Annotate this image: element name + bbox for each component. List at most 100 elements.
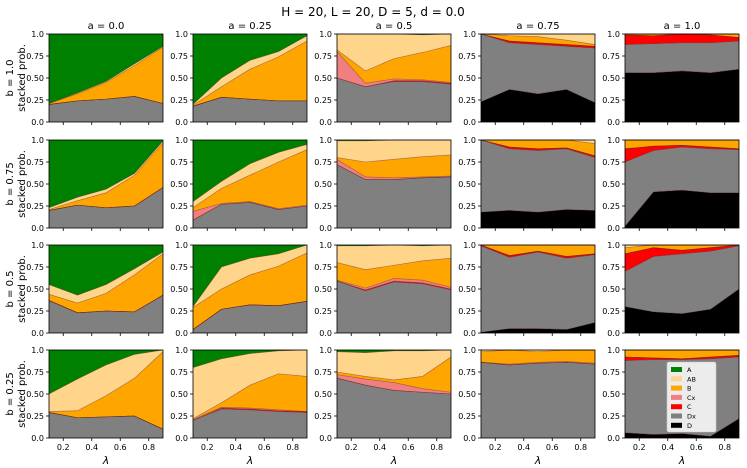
panel: 0.0 0.25 0.50 0.75 1.0 [170,241,308,338]
y-tick-label: 0.25 [458,307,476,316]
y-tick-label: 0.75 [26,368,44,377]
area-c [625,245,739,272]
y-tick-label: 0.0 [175,118,188,127]
y-tick-label: 0.0 [175,434,188,443]
area-dx [337,78,451,122]
y-tick-label: 0.25 [26,307,44,316]
area-cx [337,278,451,290]
area-dx [49,295,163,333]
edge-line-b [48,46,164,104]
y-tick-label: 0.50 [602,390,620,399]
y-tick-label: 1.0 [31,136,44,145]
area-b [481,34,595,47]
y-tick-label: 0.50 [170,74,188,83]
area-b [481,140,595,156]
y-tick-label: 0.75 [170,368,188,377]
edge-line-cx [48,96,164,105]
y-tick-label: 0.0 [463,118,476,127]
y-tick-label: 0.50 [458,74,476,83]
y-tick-label: 0.0 [319,329,332,338]
x-tick-label: 0.6 [258,443,271,452]
area-b [337,357,451,393]
area-dx [49,412,163,438]
y-tick-label: 0.0 [607,224,620,233]
edge-line-cx [336,51,452,84]
edge-line-dx [192,408,308,421]
edge-line-d [624,288,740,314]
edge-line-ab [48,349,164,395]
edge-line-dx [480,33,596,49]
y-tick-label: 0.25 [26,412,44,421]
y-tick-label: 0.75 [26,52,44,61]
legend-label: B [687,385,691,393]
x-tick-label: 0.6 [402,443,415,452]
x-tick-label: 0.4 [85,443,98,452]
area-b [625,350,739,359]
x-tick-label: 0.6 [546,443,559,452]
area-c [481,245,595,259]
x-tick-label: 0.2 [489,443,502,452]
area-dx [193,97,307,122]
legend-label: D [687,422,692,430]
edge-line-b [192,373,308,419]
column-title: a = 0.75 [516,21,559,32]
y-tick-label: 1.0 [607,30,620,39]
edge-line-cx [192,406,308,420]
area-ab [337,245,451,270]
area-ab [193,144,307,208]
y-tick-label: 1.0 [607,136,620,145]
area-b [625,245,739,254]
y-axis-label: stacked prob. [17,255,28,323]
y-tick-label: 0.25 [170,202,188,211]
edge-line-b [48,351,164,412]
legend-swatch [671,376,682,382]
panel: 0.0 0.25 0.50 0.75 1.0 a = 0.75 [458,21,596,127]
edge-line-cx [336,159,452,179]
edge-line-d [624,418,740,437]
area-b [337,258,451,289]
column-title: a = 0.25 [228,21,271,32]
y-tick-label: 0.75 [170,52,188,61]
y-axis-label: stacked prob. [17,150,28,218]
area-d [481,89,595,122]
area-dx [481,245,595,333]
area-c [193,408,307,421]
panel: 0.0 0.25 0.50 0.75 1.0 a = 1.0 [602,21,740,127]
y-tick-label: 1.0 [463,241,476,250]
area-c [625,34,739,45]
y-tick-label: 0.50 [170,285,188,294]
area-a [193,140,307,202]
panel: 0.0 0.25 0.50 0.75 1.0 [314,241,452,338]
y-tick-label: 0.25 [602,307,620,316]
y-tick-label: 0.25 [26,202,44,211]
panel: 0.0 0.25 0.50 0.75 1.0 [602,241,740,338]
column-title: a = 1.0 [664,21,701,32]
y-tick-label: 0.25 [458,202,476,211]
edge-line-dx [336,280,452,292]
edge-line-d [480,209,596,213]
edge-line-b [192,252,308,308]
area-dx [337,378,451,438]
edge-line-cx [624,354,740,360]
area-dx [337,164,451,228]
legend-label: AB [687,375,696,383]
area-b [49,47,163,105]
y-tick-label: 0.25 [602,412,620,421]
y-tick-label: 0.75 [314,158,332,167]
area-a [49,245,163,296]
y-tick-label: 0.0 [175,329,188,338]
panel: 0.0 0.25 0.50 0.75 1.0 a = 0.5 [314,21,452,127]
edge-line-cx [192,301,308,330]
edge-line-dx [624,146,740,163]
edge-line-d [480,322,596,333]
edge-line-ab [48,46,164,104]
y-tick-label: 0.0 [319,118,332,127]
x-tick-label: 0.2 [633,443,646,452]
legend-swatch [671,385,682,391]
row-title: b = 0.75 [5,162,16,205]
column-title: a = 0.5 [376,21,413,32]
edge-line-ab [48,251,164,296]
y-tick-label: 0.50 [170,180,188,189]
legend-swatch [671,422,682,428]
y-tick-label: 0.75 [602,263,620,272]
